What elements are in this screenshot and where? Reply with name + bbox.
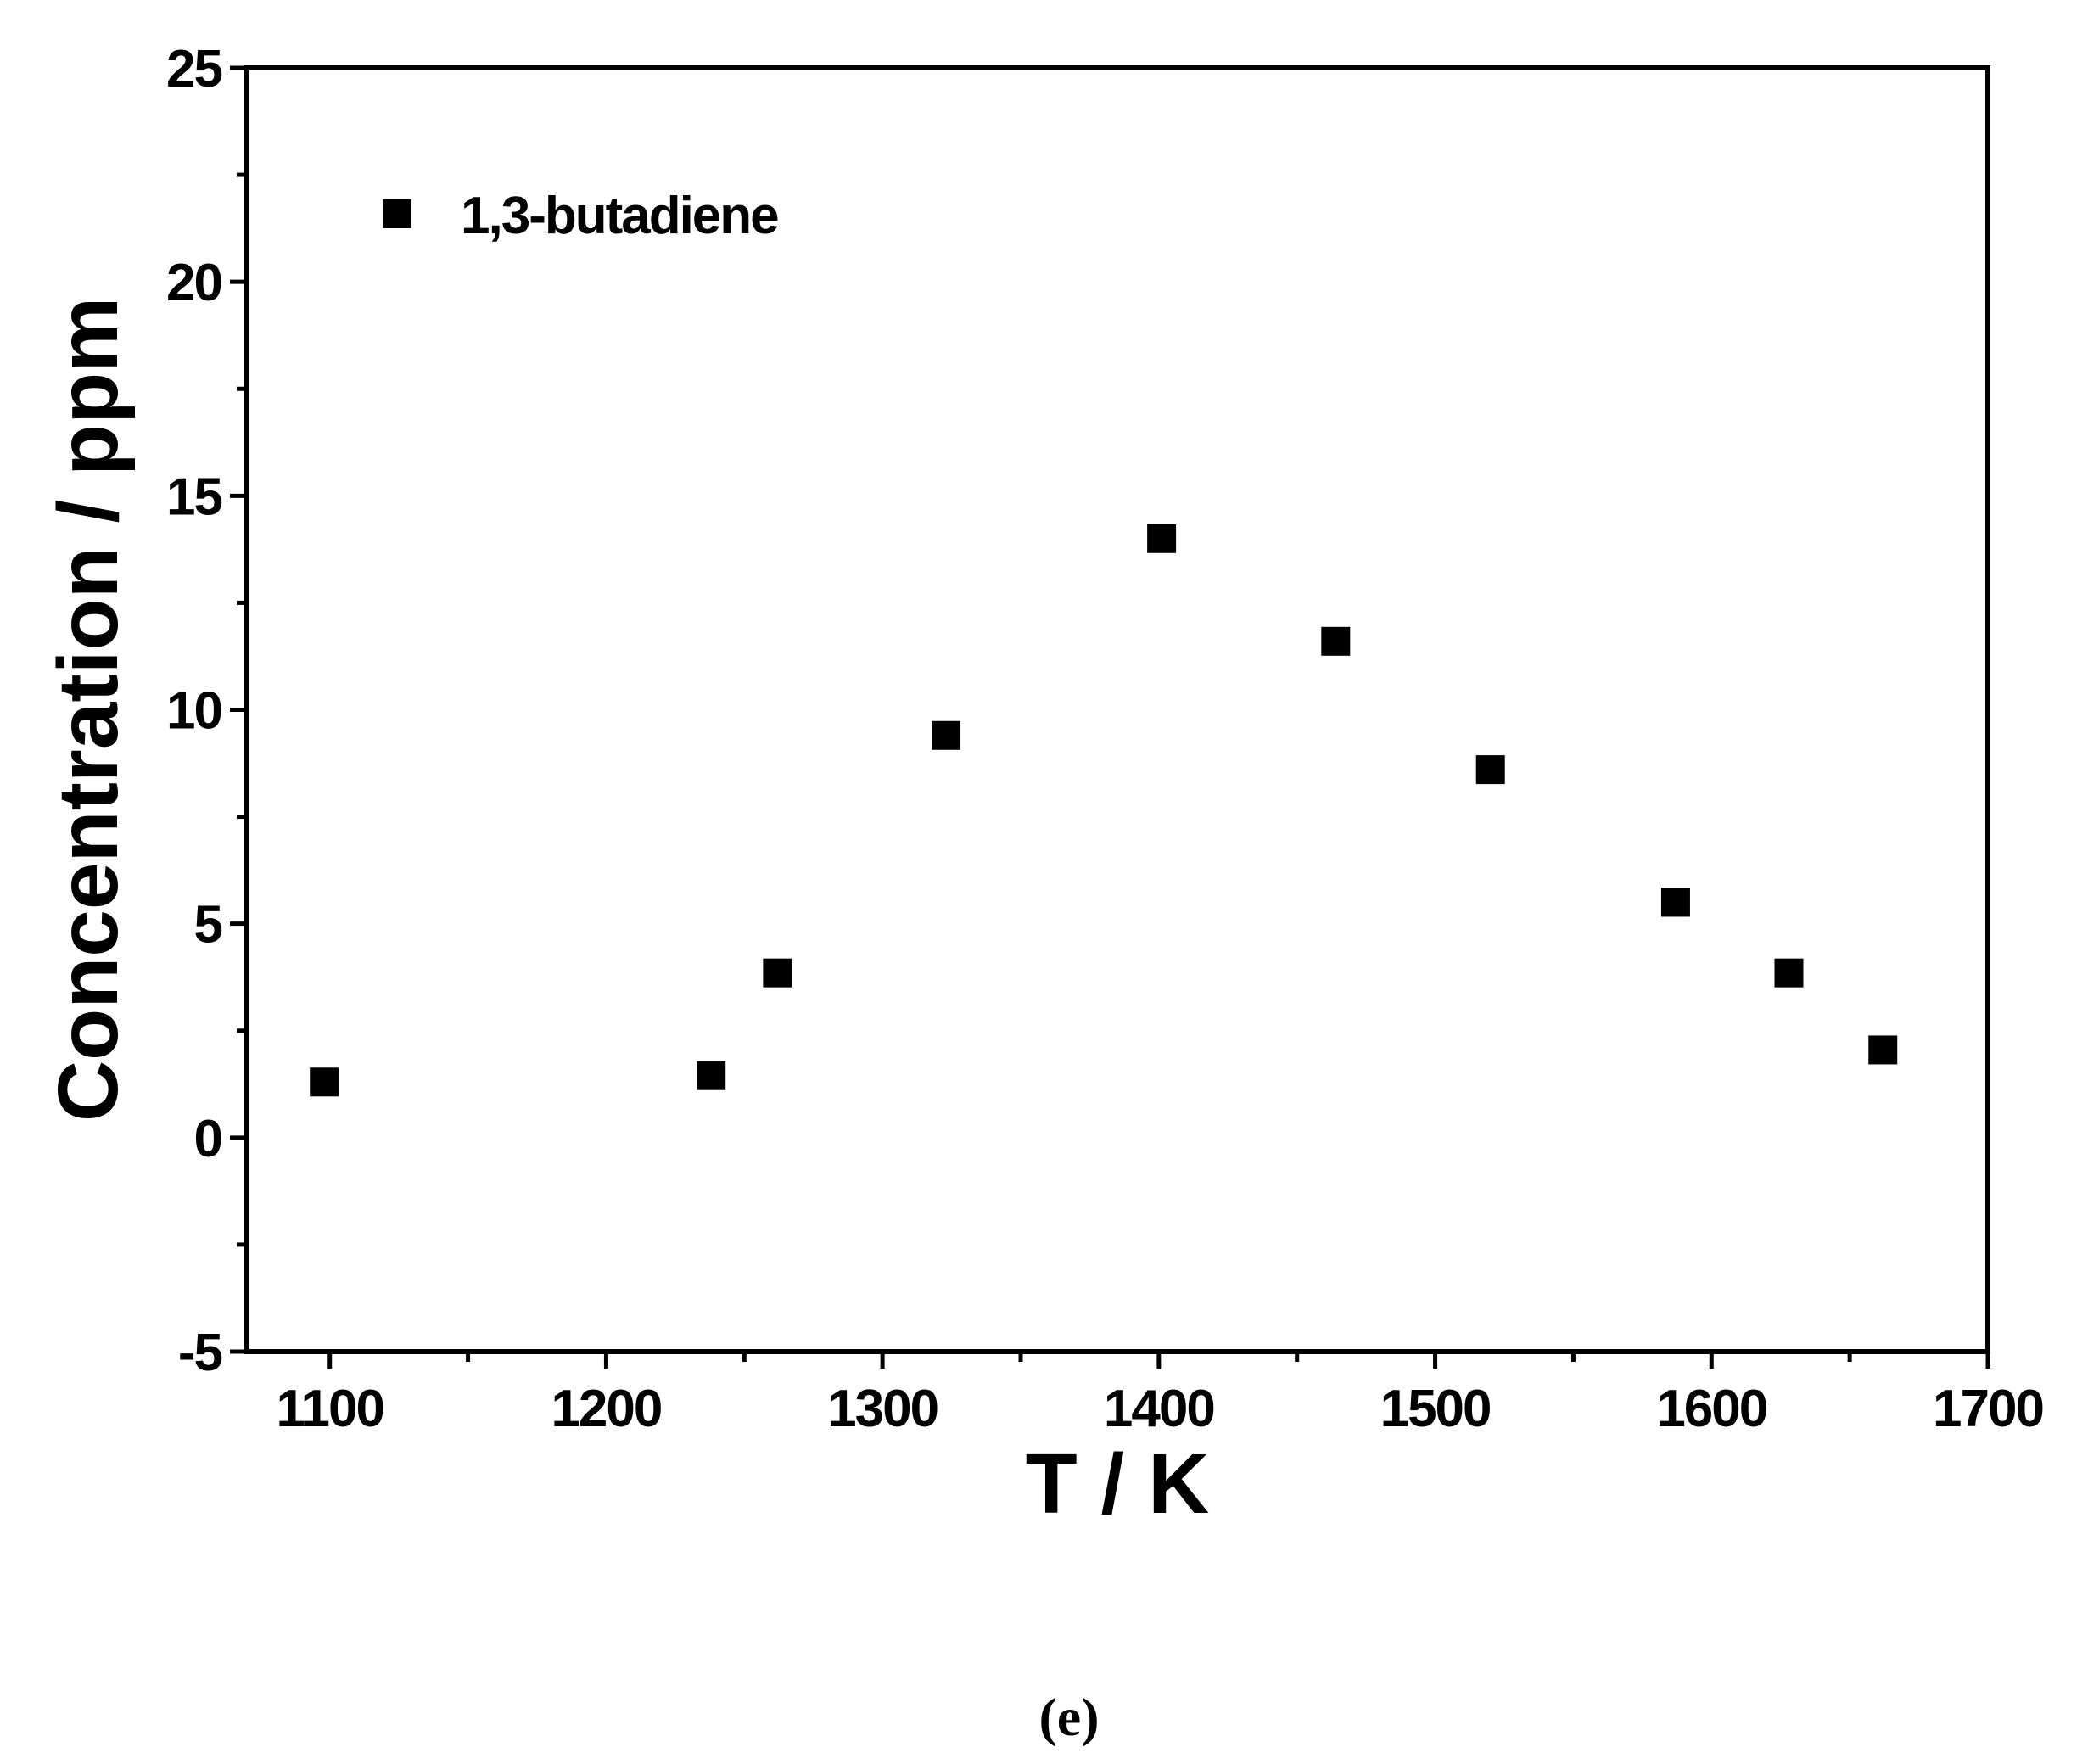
data-markers (310, 524, 1898, 1097)
y-tick-label: 0 (194, 1110, 221, 1168)
x-tick-label: 1600 (1656, 1380, 1766, 1438)
x-tick-label: 1400 (1104, 1380, 1214, 1438)
panel-label: (e) (1038, 1687, 1099, 1747)
minor-ticks (237, 172, 1852, 1362)
data-point (1868, 1035, 1898, 1065)
x-tick-label: 1700 (1933, 1380, 2043, 1438)
plot-frame (244, 65, 1990, 1354)
x-tick-label: 1500 (1380, 1380, 1491, 1438)
legend-marker (383, 199, 411, 228)
y-tick-label: 10 (166, 682, 221, 741)
y-tick-label: 15 (166, 468, 221, 526)
x-tick-label: 1300 (827, 1380, 938, 1438)
x-tick-label: 1100 (276, 1380, 383, 1438)
y-tick-label: 20 (166, 254, 221, 312)
legend: 1,3-butadiene (383, 187, 780, 245)
data-point (1147, 524, 1177, 553)
y-tick-label: -5 (178, 1324, 222, 1382)
y-tick-labels: -5 0 5 10 15 20 25 (166, 40, 223, 1382)
data-point (310, 1067, 339, 1097)
data-point (697, 1061, 726, 1090)
x-axis-title: T / K (1026, 1436, 1210, 1532)
data-point (932, 720, 961, 750)
y-axis-title: Concentration / ppm (41, 297, 136, 1122)
y-tick-label: 5 (194, 896, 222, 955)
data-point (1660, 888, 1690, 917)
data-point (1475, 755, 1505, 785)
x-tick-labels: 1100 1200 1300 1400 1500 1600 1700 (276, 1380, 2045, 1438)
data-point (763, 958, 792, 988)
major-ticks (230, 65, 1990, 1369)
legend-label: 1,3-butadiene (461, 187, 778, 245)
x-tick-label: 1200 (551, 1380, 661, 1438)
data-point (1321, 626, 1351, 656)
data-point (1774, 958, 1804, 988)
y-tick-label: 25 (166, 40, 221, 98)
